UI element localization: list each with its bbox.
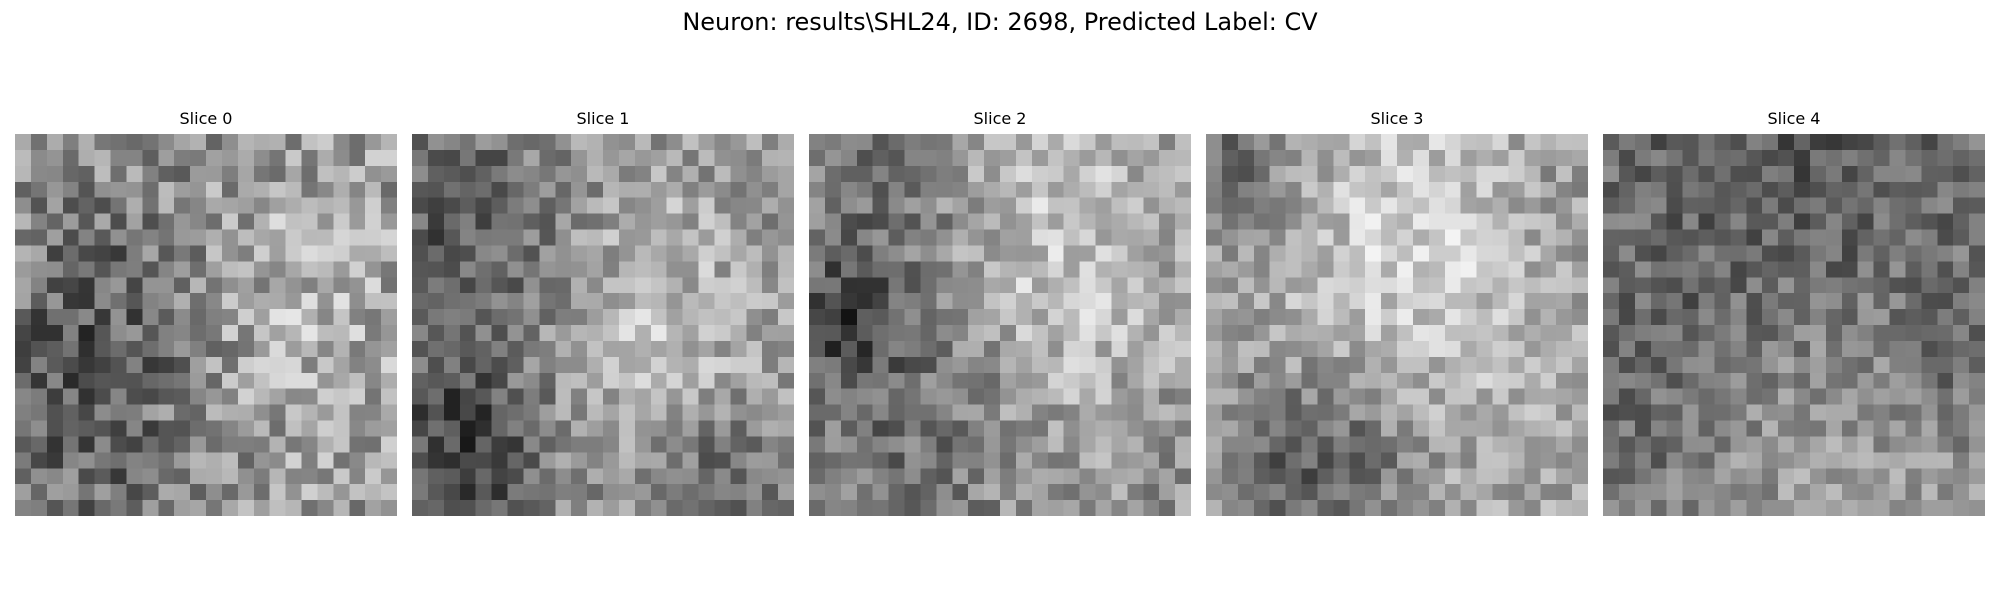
slice-image-2: [809, 134, 1191, 516]
slice-title-4: Slice 4: [1767, 109, 1821, 128]
slice-title-1: Slice 1: [576, 109, 630, 128]
slice-title-2: Slice 2: [973, 109, 1027, 128]
slice-panel-3: Slice 3: [1206, 108, 1588, 516]
slice-panel-0: Slice 0: [15, 108, 397, 516]
slice-title-0: Slice 0: [179, 109, 233, 128]
slice-title-3: Slice 3: [1370, 109, 1424, 128]
slice-image-1: [412, 134, 794, 516]
slice-image-3: [1206, 134, 1588, 516]
slice-panel-2: Slice 2: [809, 108, 1191, 516]
figure-title: Neuron: results\SHL24, ID: 2698, Predict…: [682, 8, 1318, 36]
slice-image-4: [1603, 134, 1985, 516]
slice-image-0: [15, 134, 397, 516]
slice-panel-1: Slice 1: [412, 108, 794, 516]
slice-panel-4: Slice 4: [1603, 108, 1985, 516]
